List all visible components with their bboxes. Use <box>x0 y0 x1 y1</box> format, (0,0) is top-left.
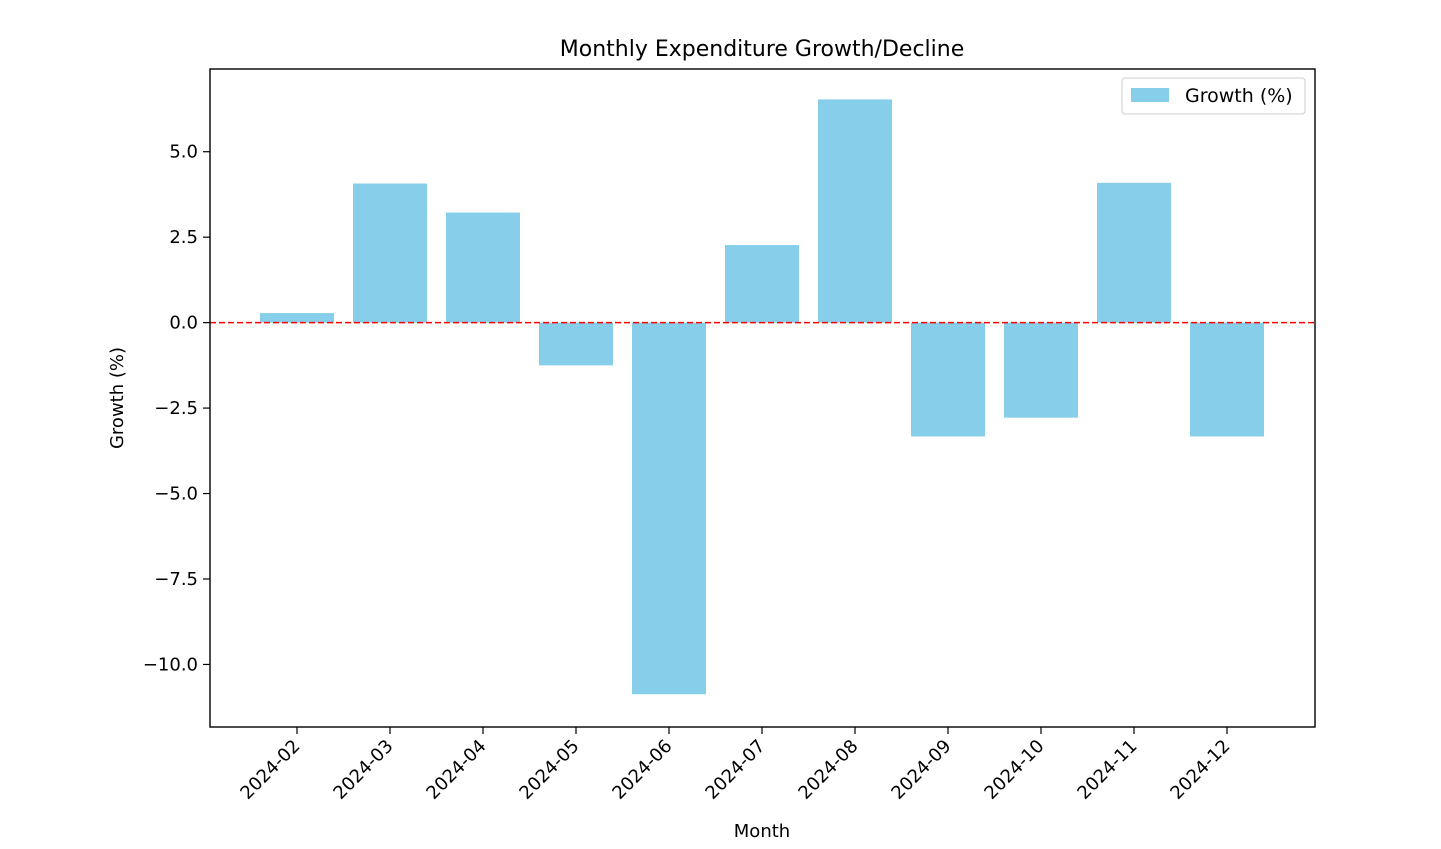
y-tick-label: −10.0 <box>143 654 198 675</box>
y-tick-label: −5.0 <box>154 484 198 505</box>
x-axis-label: Month <box>734 821 790 842</box>
y-axis-label: Growth (%) <box>107 347 128 449</box>
bar-2024-03 <box>353 183 427 323</box>
legend-frame <box>1121 77 1306 115</box>
bar-2024-08 <box>818 99 892 323</box>
bar-2024-06 <box>632 322 706 695</box>
legend-label: Growth (%) <box>1185 85 1293 107</box>
bar-2024-05 <box>539 322 613 366</box>
bar-2024-11 <box>1097 182 1171 323</box>
bar-2024-12 <box>1190 322 1264 437</box>
bar-2024-07 <box>725 245 799 323</box>
chart-title: Monthly Expenditure Growth/Decline <box>560 37 965 62</box>
legend: Growth (%) <box>1121 77 1306 115</box>
y-tick-label: 2.5 <box>169 227 198 248</box>
y-tick-label: −7.5 <box>154 569 198 590</box>
y-tick-label: 0.0 <box>169 313 198 334</box>
bar-2024-09 <box>911 322 985 437</box>
bar-2024-10 <box>1004 322 1078 418</box>
legend-swatch <box>1131 88 1169 102</box>
y-tick-label: −2.5 <box>154 398 198 419</box>
bar-2024-02 <box>260 313 334 323</box>
y-tick-label: 5.0 <box>169 142 198 163</box>
bar-2024-04 <box>446 212 520 323</box>
